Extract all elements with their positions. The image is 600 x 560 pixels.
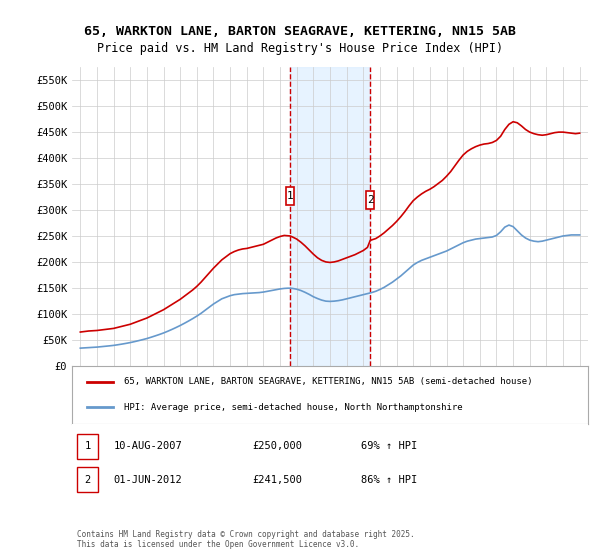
Text: 65, WARKTON LANE, BARTON SEAGRAVE, KETTERING, NN15 5AB (semi-detached house): 65, WARKTON LANE, BARTON SEAGRAVE, KETTE…: [124, 377, 532, 386]
Text: £250,000: £250,000: [253, 441, 302, 451]
Bar: [290, 67, 370, 366]
Text: 86% ↑ HPI: 86% ↑ HPI: [361, 475, 417, 485]
Text: £241,500: £241,500: [253, 475, 302, 485]
Text: 2: 2: [367, 195, 374, 205]
Text: 01-JUN-2012: 01-JUN-2012: [113, 475, 182, 485]
Text: 1: 1: [287, 191, 293, 200]
Text: HPI: Average price, semi-detached house, North Northamptonshire: HPI: Average price, semi-detached house,…: [124, 403, 462, 412]
Text: 1: 1: [85, 441, 91, 451]
FancyBboxPatch shape: [77, 468, 98, 492]
Text: 69% ↑ HPI: 69% ↑ HPI: [361, 441, 417, 451]
FancyBboxPatch shape: [286, 186, 295, 205]
FancyBboxPatch shape: [366, 191, 374, 209]
Text: 65, WARKTON LANE, BARTON SEAGRAVE, KETTERING, NN15 5AB: 65, WARKTON LANE, BARTON SEAGRAVE, KETTE…: [84, 25, 516, 38]
Text: 2: 2: [85, 475, 91, 485]
Text: Contains HM Land Registry data © Crown copyright and database right 2025.
This d: Contains HM Land Registry data © Crown c…: [77, 530, 415, 549]
Text: 10-AUG-2007: 10-AUG-2007: [113, 441, 182, 451]
Text: Price paid vs. HM Land Registry's House Price Index (HPI): Price paid vs. HM Land Registry's House …: [97, 42, 503, 55]
FancyBboxPatch shape: [77, 433, 98, 459]
